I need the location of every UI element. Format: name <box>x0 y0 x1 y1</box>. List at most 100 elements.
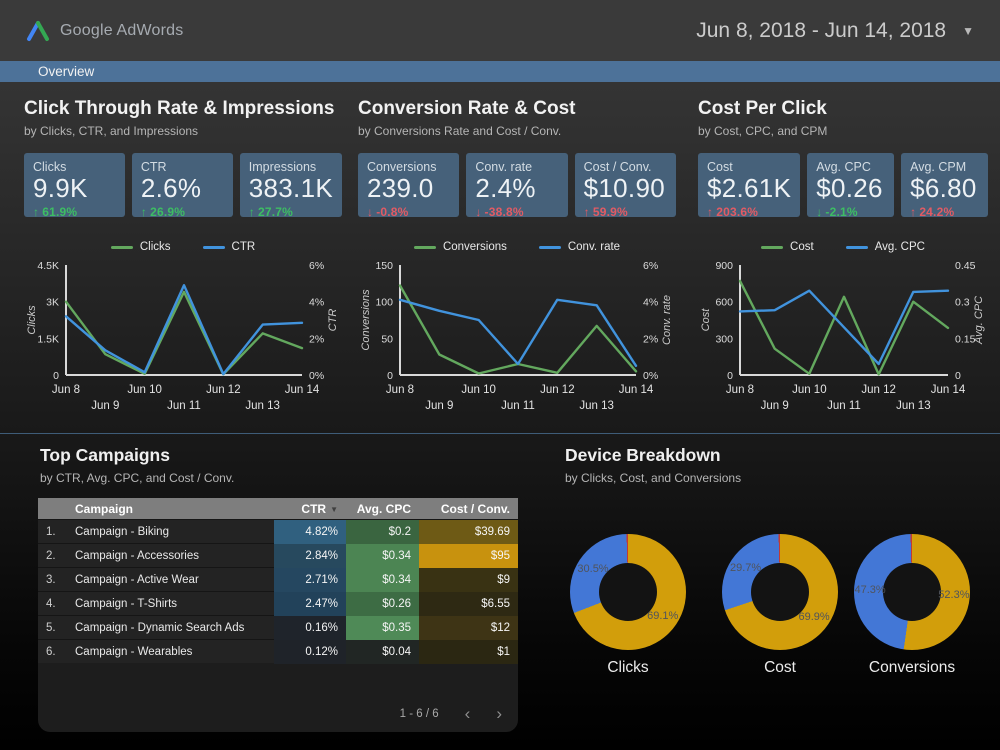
svg-text:Jun 13: Jun 13 <box>896 400 931 412</box>
scorecard-label: Cost / Conv. <box>583 160 652 174</box>
donut-chart: 69.9% 29.7% <box>722 534 838 650</box>
svg-text:50: 50 <box>381 333 393 345</box>
app-header: Google AdWords Jun 8, 2018 - Jun 14, 201… <box>0 0 1000 61</box>
scorecard-conv-rate: Conv. rate 2.4% ↓ -38.8% <box>466 153 568 220</box>
svg-text:Jun 9: Jun 9 <box>91 400 119 412</box>
svg-text:0: 0 <box>955 370 961 382</box>
column-header-avg-cpc[interactable]: Avg. CPC <box>356 501 411 516</box>
scorecard-delta: ↑ 24.2% <box>910 205 979 219</box>
scorecard-row: Conversions 239.0 ↓ -0.8% Conv. rate 2.4% ↓ -38… <box>358 153 676 220</box>
svg-text:0.15: 0.15 <box>955 333 976 345</box>
svg-text:3K: 3K <box>46 297 59 309</box>
section-conversion-rate-cost: Conversion Rate & Cost by Conversions Rat… <box>358 98 676 427</box>
cell-campaign-name: Campaign - Biking <box>75 526 169 538</box>
svg-text:0: 0 <box>727 370 733 382</box>
page-next-icon[interactable]: › <box>496 704 502 723</box>
svg-text:Avg. CPC: Avg. CPC <box>973 296 985 345</box>
svg-text:6%: 6% <box>643 260 658 272</box>
cell-campaign-name: Campaign - Accessories <box>75 550 199 562</box>
legend-item-clicks: Clicks <box>110 241 171 253</box>
adwords-triangle-icon <box>27 20 49 41</box>
line-chart-svg: 0 300 600 900 0 0.15 0.3 0.45 Cost Avg. CPC Jun 8 J… <box>700 260 985 412</box>
donut-hole <box>883 563 941 621</box>
scorecard-delta: ↑ 59.9% <box>584 205 667 219</box>
arrow-down-icon: ↓ <box>816 205 823 220</box>
arrow-up-icon: ↑ <box>140 205 148 220</box>
svg-text:Jun 12: Jun 12 <box>206 384 241 396</box>
donut-slice-label: 69.1% <box>647 609 679 622</box>
donut-slice-label: 47.3% <box>854 583 886 596</box>
cell-cost-conv: $6.55 <box>419 592 518 616</box>
section-cost-per-click: Cost Per Click by Cost, CPC, and CPM Cost $… <box>698 98 988 427</box>
legend-label: Avg. CPC <box>874 241 925 253</box>
section-title: Conversion Rate & Cost <box>358 98 576 119</box>
svg-text:0%: 0% <box>309 370 324 382</box>
cell-ctr: 0.12% <box>274 640 346 664</box>
donut-caption: Clicks <box>607 659 649 676</box>
svg-text:Jun 12: Jun 12 <box>861 384 896 396</box>
chart-legend: Clicks CTR <box>24 241 342 253</box>
section-subtitle: by Cost, CPC, and CPM <box>698 124 828 138</box>
table-row: 5. Campaign - Dynamic Search Ads 0.16% $0.3… <box>38 615 518 640</box>
table-body: 1. Campaign - Biking 4.82% $0.2 $39.69 2. Camp… <box>38 519 518 664</box>
tab-overview[interactable]: Overview <box>38 64 95 79</box>
legend-label: Conversions <box>442 241 507 253</box>
donut-caption: Cost <box>764 659 796 676</box>
dashboard-content: Click Through Rate & Impressions by Click… <box>0 82 1000 750</box>
cell-campaign-name: Campaign - Wearables <box>75 646 193 658</box>
column-header-campaign[interactable]: Campaign <box>75 501 134 516</box>
chevron-down-icon: ▼ <box>962 23 974 38</box>
device-breakdown-subtitle: by Clicks, Cost, and Conversions <box>565 471 742 485</box>
line-chart-click-through-rate-impressions: 0 1.5K 3K 4.5K 0% 2% 4% 6% Clicks CTR Jun 8 Jun 9 Ju… <box>24 257 342 427</box>
cell-rank: 3. <box>46 574 56 586</box>
svg-text:300: 300 <box>715 333 733 345</box>
svg-text:600: 600 <box>715 297 733 309</box>
svg-text:Jun 11: Jun 11 <box>501 400 535 412</box>
legend-label: Clicks <box>139 241 171 253</box>
svg-text:Jun 8: Jun 8 <box>52 384 80 396</box>
scorecard-value: 239.0 <box>367 173 434 203</box>
arrow-up-icon: ↑ <box>33 205 40 220</box>
scorecard-value: $10.90 <box>583 173 665 203</box>
legend-item-conversions: Conversions <box>413 241 507 253</box>
svg-text:Jun 10: Jun 10 <box>461 384 496 396</box>
scorecard-delta-value: 24.2% <box>919 205 955 220</box>
svg-text:Jun 14: Jun 14 <box>931 384 966 396</box>
table-row: 1. Campaign - Biking 4.82% $0.2 $39.69 <box>38 519 518 544</box>
scorecard-delta: ↑ 26.9% <box>141 205 224 219</box>
svg-text:900: 900 <box>715 260 733 272</box>
svg-text:Clicks: Clicks <box>26 305 38 335</box>
section-title: Click Through Rate & Impressions <box>24 98 335 119</box>
column-header-cost-conv[interactable]: Cost / Conv. <box>440 501 510 516</box>
table-header-row: Campaign CTR ▼ Avg. CPC Cost / Conv. <box>38 498 518 519</box>
scorecard-label: Impressions <box>248 160 317 174</box>
scorecard-clicks: Clicks 9.9K ↑ 61.9% <box>24 153 125 220</box>
adwords-logo: Google AdWords <box>26 20 183 42</box>
svg-text:2%: 2% <box>643 333 658 345</box>
scorecard-delta-value: -38.8% <box>484 205 524 220</box>
scorecard-delta-value: -2.1% <box>825 205 858 220</box>
svg-text:1.5K: 1.5K <box>37 333 59 345</box>
svg-text:4%: 4% <box>643 297 658 309</box>
scorecard-label: Avg. CPM <box>910 160 967 174</box>
donut-chart: 52.3% 47.3% <box>854 534 970 650</box>
scorecard-label: Conversions <box>367 160 437 174</box>
line-chart-cost-per-click: 0 300 600 900 0 0.15 0.3 0.45 Cost Avg. CPC Jun 8 J… <box>698 257 988 427</box>
svg-text:0%: 0% <box>643 370 658 382</box>
date-range-picker[interactable]: Jun 8, 2018 - Jun 14, 2018 ▼ <box>696 19 974 43</box>
top-campaigns-subtitle: by CTR, Avg. CPC, and Cost / Conv. <box>40 471 235 485</box>
donut-slice-label: 30.5% <box>577 562 609 575</box>
scorecard-delta: ↑ 27.7% <box>249 205 333 219</box>
device-breakdown-title: Device Breakdown <box>565 445 721 465</box>
cell-ctr: 2.47% <box>274 592 346 616</box>
legend-swatch <box>538 245 561 249</box>
donut-hole <box>599 563 657 621</box>
svg-text:CTR: CTR <box>327 309 339 332</box>
table-pagination: 1 - 6 / 6 ‹ › <box>38 705 518 722</box>
scorecard-delta: ↓ -0.8% <box>367 205 450 219</box>
bottom-section: Top Campaigns by CTR, Avg. CPC, and Cost… <box>0 433 1000 750</box>
scorecard-row: Clicks 9.9K ↑ 61.9% CTR 2.6% ↑ 26.9% Impressions… <box>24 153 342 220</box>
page-prev-icon[interactable]: ‹ <box>464 704 471 723</box>
scorecard-avg-cpm: Avg. CPM $6.80 ↑ 24.2% <box>901 153 988 219</box>
column-header-ctr[interactable]: CTR ▼ <box>301 501 338 516</box>
